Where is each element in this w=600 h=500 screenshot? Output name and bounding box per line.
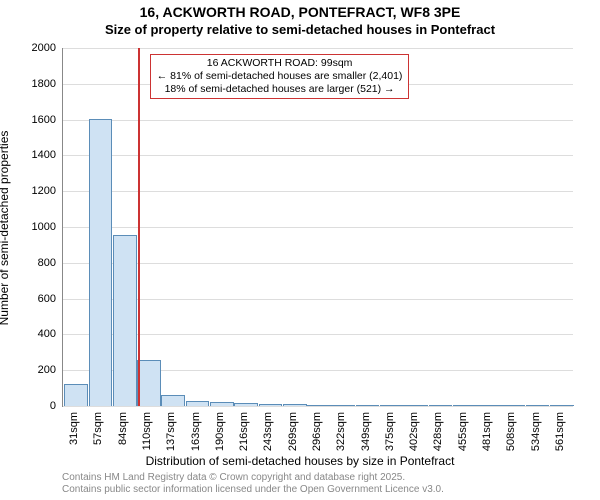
chart-title: 16, ACKWORTH ROAD, PONTEFRACT, WF8 3PE — [0, 4, 600, 20]
x-tick: 216sqm — [238, 412, 250, 451]
x-tick: 57sqm — [92, 412, 104, 445]
y-tick: 400 — [16, 328, 56, 340]
histogram-bar — [234, 403, 258, 406]
x-tick: 269sqm — [287, 412, 299, 451]
x-axis-label: Distribution of semi-detached houses by … — [0, 454, 600, 468]
x-tick: 163sqm — [190, 412, 202, 451]
histogram-bar — [356, 405, 380, 406]
x-tick: 481sqm — [481, 412, 493, 451]
histogram-bar — [137, 360, 161, 406]
histogram-bar — [501, 405, 525, 406]
y-tick: 2000 — [16, 42, 56, 54]
x-tick: 455sqm — [457, 412, 469, 451]
x-tick: 349sqm — [360, 412, 372, 451]
chart-subtitle: Size of property relative to semi-detach… — [0, 22, 600, 37]
y-tick: 1000 — [16, 221, 56, 233]
x-tick: 137sqm — [165, 412, 177, 451]
x-tick: 534sqm — [530, 412, 542, 451]
footer-line-2: Contains public sector information licen… — [62, 484, 444, 496]
histogram-bar — [186, 401, 210, 406]
plot-area: 16 ACKWORTH ROAD: 99sqm← 81% of semi-det… — [62, 48, 573, 407]
histogram-bar — [380, 405, 404, 406]
x-tick: 190sqm — [214, 412, 226, 451]
histogram-bar — [477, 405, 501, 406]
y-tick: 1800 — [16, 78, 56, 90]
histogram-bar — [89, 119, 113, 406]
y-tick: 200 — [16, 364, 56, 376]
footer-line-1: Contains HM Land Registry data © Crown c… — [62, 472, 444, 484]
y-tick: 600 — [16, 293, 56, 305]
histogram-bar — [429, 405, 453, 406]
histogram-bar — [453, 405, 477, 406]
y-tick: 1400 — [16, 149, 56, 161]
histogram-bar — [526, 405, 550, 406]
y-tick: 0 — [16, 400, 56, 412]
y-tick: 1600 — [16, 114, 56, 126]
y-tick: 1200 — [16, 185, 56, 197]
y-axis-label: Number of semi-detached properties — [0, 131, 11, 326]
histogram-bar — [161, 395, 185, 406]
x-tick: 84sqm — [117, 412, 129, 445]
y-tick: 800 — [16, 257, 56, 269]
annotation-line-2: ← 81% of semi-detached houses are smalle… — [157, 70, 403, 83]
histogram-bar — [283, 404, 307, 406]
x-tick: 561sqm — [554, 412, 566, 451]
footer-attribution: Contains HM Land Registry data © Crown c… — [62, 472, 444, 496]
x-tick: 322sqm — [335, 412, 347, 451]
x-tick: 402sqm — [408, 412, 420, 451]
histogram-bar — [307, 405, 331, 406]
x-tick: 508sqm — [505, 412, 517, 451]
marker-line — [138, 48, 140, 406]
histogram-bar — [404, 405, 428, 406]
gridline — [63, 406, 573, 407]
x-tick: 110sqm — [141, 412, 153, 450]
chart-container: 16, ACKWORTH ROAD, PONTEFRACT, WF8 3PE S… — [0, 0, 600, 500]
x-tick: 31sqm — [68, 412, 80, 445]
x-tick: 428sqm — [432, 412, 444, 451]
histogram-bar — [550, 405, 574, 406]
histogram-bar — [210, 402, 234, 406]
histogram-bar — [113, 235, 137, 406]
x-tick: 296sqm — [311, 412, 323, 451]
histogram-bar — [64, 384, 88, 406]
annotation-line-3: 18% of semi-detached houses are larger (… — [157, 83, 403, 96]
histogram-bar — [259, 404, 283, 406]
annotation-box: 16 ACKWORTH ROAD: 99sqm← 81% of semi-det… — [150, 54, 410, 99]
histogram-bar — [331, 405, 355, 406]
x-tick: 243sqm — [262, 412, 274, 451]
annotation-line-1: 16 ACKWORTH ROAD: 99sqm — [157, 57, 403, 70]
x-tick: 375sqm — [384, 412, 396, 451]
